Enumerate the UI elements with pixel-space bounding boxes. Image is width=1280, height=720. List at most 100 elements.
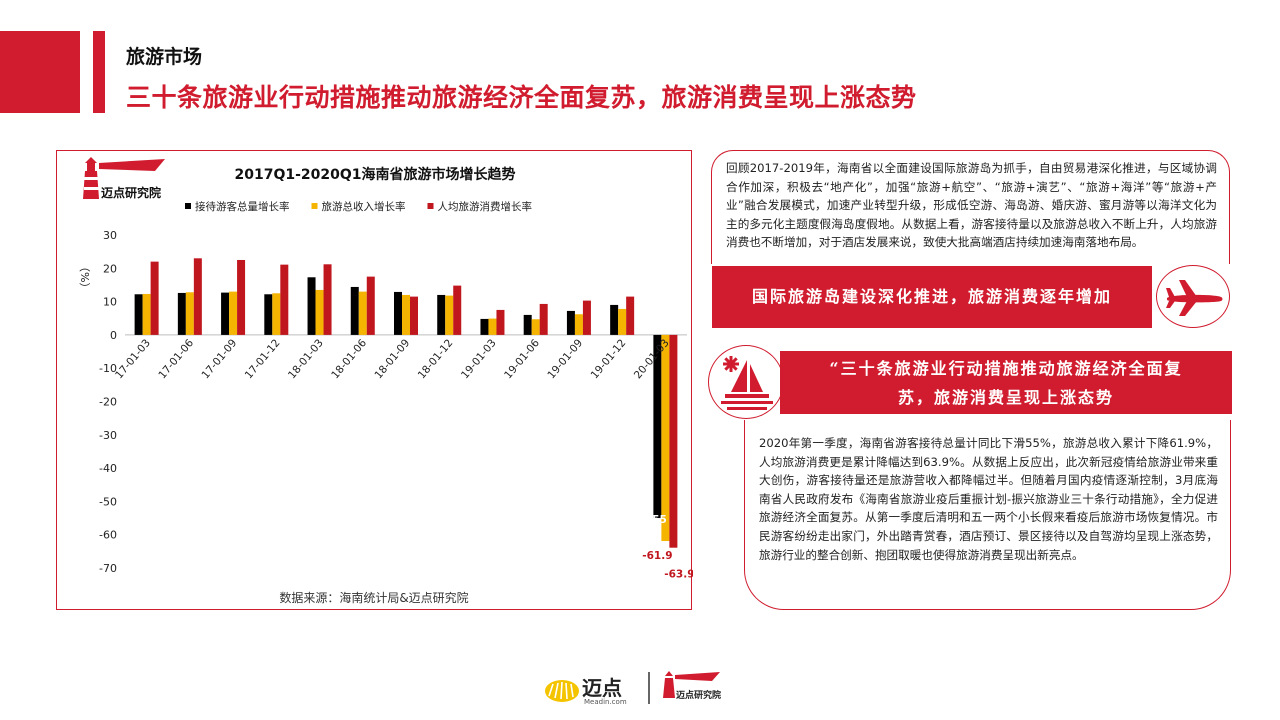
bar-19-01-12-s1 xyxy=(610,304,619,335)
x-tick-label: 17-01-06 xyxy=(156,337,196,381)
x-tick-label: 18-01-09 xyxy=(372,337,412,381)
chart-logo-text: 迈点研究院 xyxy=(101,186,162,200)
section-label: 旅游市场 xyxy=(126,46,203,68)
meadin-logo-icon xyxy=(545,680,579,702)
bar-17-01-09-s2 xyxy=(229,291,238,335)
y-tick-label: 10 xyxy=(103,296,117,309)
y-tick-label: 30 xyxy=(103,229,117,242)
sailboat-circle xyxy=(708,345,784,419)
bar-19-01-06-s1 xyxy=(523,314,532,335)
bar-17-01-03-s3 xyxy=(150,261,159,335)
bar-20-01-03-s1 xyxy=(653,334,662,519)
bar-19-01-09-s3 xyxy=(582,300,591,335)
bar-18-01-12-s2 xyxy=(445,295,454,335)
y-tick-label: -50 xyxy=(99,495,117,508)
footer-divider xyxy=(648,672,650,704)
page-headline: 三十条旅游业行动措施推动旅游经济全面复苏，旅游消费呈现上涨态势 xyxy=(126,83,917,112)
chart-logo: 迈点研究院 xyxy=(81,157,193,209)
footer-logo-right: 迈点研究院 xyxy=(676,691,722,701)
bar-19-01-12-s3 xyxy=(626,296,635,335)
bar-18-01-12-s3 xyxy=(453,285,462,335)
intro-paragraph: 回顾2017-2019年，海南省以全面建设国际旅游岛为抓手，自由贸易港深化推进，… xyxy=(726,161,1217,250)
header-accent-bar xyxy=(93,31,105,113)
data-label-s3: -63.9 xyxy=(664,569,693,581)
bar-17-01-06-s1 xyxy=(177,292,186,335)
lighthouse-logo-icon xyxy=(83,157,165,199)
x-tick-label: 19-01-06 xyxy=(502,337,542,381)
footer-logo-left: 迈点 xyxy=(582,676,622,700)
y-tick-label: -70 xyxy=(99,562,117,575)
x-tick-label: 18-01-03 xyxy=(286,337,326,381)
bar-20-01-03-s3 xyxy=(669,334,678,548)
bar-18-01-06-s1 xyxy=(350,286,359,335)
bar-19-01-03-s2 xyxy=(488,318,497,335)
legend-label-2: 旅游总收入增长率 xyxy=(322,200,406,213)
bar-19-01-06-s2 xyxy=(531,319,540,335)
banner-2-line-1: “三十条旅游业行动措施推动旅游经济全面复 xyxy=(829,359,1183,378)
y-tick-label: -40 xyxy=(99,462,117,475)
chart-title: 2017Q1-2020Q1海南省旅游市场增长趋势 xyxy=(234,166,515,183)
recovery-paragraph: 2020年第一季度，海南省游客接待总量计同比下滑55%，旅游总收入累计下降61.… xyxy=(759,436,1218,562)
legend-label-3: 人均旅游消费增长率 xyxy=(438,200,533,213)
x-tick-label: 17-01-09 xyxy=(200,337,240,381)
bar-18-01-03-s1 xyxy=(307,277,316,335)
bar-18-01-06-s2 xyxy=(358,291,367,335)
data-label-s1: -55 xyxy=(648,514,667,526)
legend-swatch-3 xyxy=(427,203,434,209)
bar-17-01-03-s1 xyxy=(134,294,143,335)
bar-17-01-06-s2 xyxy=(185,292,194,335)
bar-17-01-12-s2 xyxy=(272,293,281,335)
legend-label-1: 接待游客总量增长率 xyxy=(195,200,290,213)
y-tick-label: -20 xyxy=(99,396,117,409)
sailboat-icon xyxy=(721,356,773,410)
bar-17-01-09-s3 xyxy=(237,259,246,335)
banner-international-island: 国际旅游岛建设深化推进，旅游消费逐年增加 xyxy=(712,266,1152,328)
plane-circle xyxy=(1156,265,1230,328)
bar-17-01-09-s1 xyxy=(221,292,230,335)
y-tick-label: -60 xyxy=(99,529,117,542)
bar-18-01-09-s2 xyxy=(402,294,410,335)
y-tick-label: 20 xyxy=(103,262,117,275)
x-tick-label: 18-01-12 xyxy=(416,337,456,381)
x-tick-label: 19-01-09 xyxy=(545,337,585,381)
bar-19-01-09-s1 xyxy=(566,310,575,335)
bar-17-01-06-s3 xyxy=(193,258,202,335)
footer-logo-left-sub: Meadin.com xyxy=(584,698,627,706)
bar-18-01-03-s2 xyxy=(315,289,324,335)
bar-18-01-03-s3 xyxy=(323,264,332,335)
legend-swatch-1 xyxy=(185,203,191,209)
bar-20-01-03-s2 xyxy=(661,334,670,542)
bar-19-01-03-s3 xyxy=(496,309,505,335)
legend-swatch-2 xyxy=(311,203,318,209)
bar-17-01-03-s2 xyxy=(142,293,151,335)
banner-2-line-2: 苏，旅游消费呈现上涨态势 xyxy=(897,388,1114,407)
x-tick-label: 18-01-06 xyxy=(329,337,369,381)
y-tick-label: -30 xyxy=(99,429,117,442)
bar-19-01-06-s3 xyxy=(539,303,548,335)
bar-19-01-09-s2 xyxy=(574,314,583,335)
bar-18-01-09-s1 xyxy=(394,291,402,335)
y-tick-label: -10 xyxy=(99,362,117,375)
data-label-s2: -61.9 xyxy=(642,550,672,562)
x-tick-label: 19-01-12 xyxy=(589,337,629,381)
header-accent-block xyxy=(0,31,80,113)
bar-19-01-03-s1 xyxy=(480,318,489,335)
bar-19-01-12-s2 xyxy=(618,308,627,335)
bar-17-01-12-s1 xyxy=(264,294,273,335)
x-tick-label: 17-01-12 xyxy=(243,337,283,381)
y-tick-label: 0 xyxy=(110,329,117,342)
recovery-text-box: 2020年第一季度，海南省游客接待总量计同比下滑55%，旅游总收入累计下降61.… xyxy=(744,420,1231,610)
footer: 迈点 Meadin.com 迈点研究院 xyxy=(0,664,1280,714)
chart-source: 数据来源：海南统计局&迈点研究院 xyxy=(279,591,469,605)
x-tick-label: 19-01-03 xyxy=(459,337,499,381)
bar-18-01-06-s3 xyxy=(366,276,375,335)
bar-17-01-12-s3 xyxy=(280,264,289,335)
banner-thirty-measures: “三十条旅游业行动措施推动旅游经济全面复 苏，旅游消费呈现上涨态势 xyxy=(780,351,1232,414)
plane-icon xyxy=(1166,280,1223,316)
bar-18-01-12-s1 xyxy=(437,294,446,335)
intro-text-box: 回顾2017-2019年，海南省以全面建设国际旅游岛为抓手，自由贸易港深化推进，… xyxy=(711,150,1230,264)
y-axis-label: （%） xyxy=(78,261,91,293)
x-tick-label: 17-01-03 xyxy=(113,337,153,381)
footer-lighthouse-icon xyxy=(663,671,720,698)
